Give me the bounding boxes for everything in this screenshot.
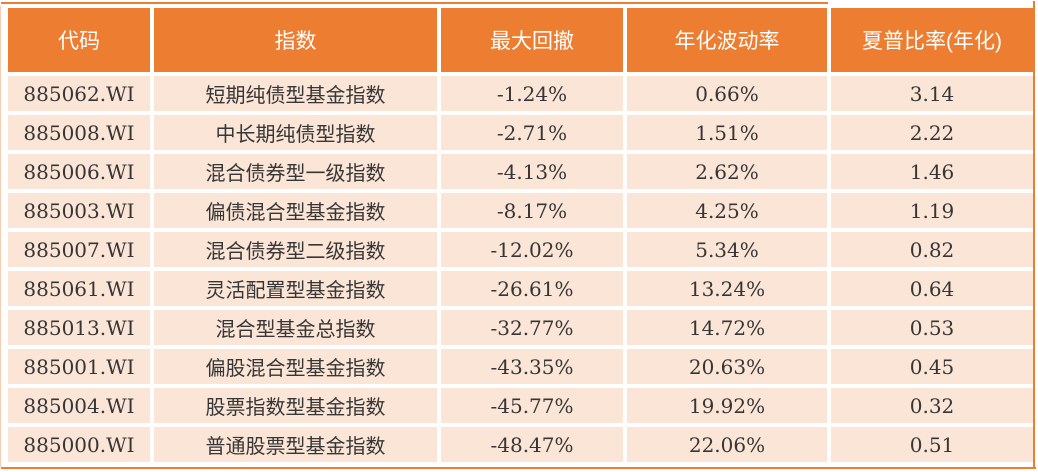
cell-index_name: 短期纯债型基金指数 [154,76,437,111]
cell-sharpe_ratio_annualized: 0.53 [831,310,1033,345]
cell-annualized_volatility: 1.51% [627,115,827,150]
cell-code: 885003.WI [8,193,150,228]
table-row: 885000.WI 普通股票型基金指数 -48.47% 22.06% 0.51 [8,427,1033,462]
table-row: 885001.WI 偏股混合型基金指数 -43.35% 20.63% 0.45 [8,349,1033,384]
table-row: 885004.WI 股票指数型基金指数 -45.77% 19.92% 0.32 [8,388,1033,423]
cell-code: 885004.WI [8,388,150,423]
table-header-row: 代码 指数 最大回撤 年化波动率 夏普比率(年化) [8,8,1033,72]
column-header-annualized-volatility: 年化波动率 [627,8,827,72]
cell-annualized_volatility: 19.92% [627,388,827,423]
cell-max_drawdown: -1.24% [441,76,623,111]
cell-index_name: 混合型基金总指数 [154,310,437,345]
cell-sharpe_ratio_annualized: 0.51 [831,427,1033,462]
cell-max_drawdown: -45.77% [441,388,623,423]
cell-code: 885013.WI [8,310,150,345]
cell-max_drawdown: -8.17% [441,193,623,228]
table-row: 885008.WI 中长期纯债型指数 -2.71% 1.51% 2.22 [8,115,1033,150]
fund-index-risk-table: 代码 指数 最大回撤 年化波动率 夏普比率(年化) 885062.WI 短期纯债型… [4,4,1037,466]
cell-max_drawdown: -43.35% [441,349,623,384]
table-bottom-border [1,467,1036,469]
table-top-border [1,2,828,4]
cell-annualized_volatility: 20.63% [627,349,827,384]
cell-index_name: 偏债混合型基金指数 [154,193,437,228]
cell-index_name: 偏股混合型基金指数 [154,349,437,384]
cell-code: 885006.WI [8,154,150,189]
table-row: 885003.WI 偏债混合型基金指数 -8.17% 4.25% 1.19 [8,193,1033,228]
cell-max_drawdown: -32.77% [441,310,623,345]
table-right-border [1033,1,1035,469]
cell-code: 885062.WI [8,76,150,111]
cell-sharpe_ratio_annualized: 0.82 [831,232,1033,267]
cell-sharpe_ratio_annualized: 3.14 [831,76,1033,111]
cell-index_name: 灵活配置型基金指数 [154,271,437,306]
table-row: 885013.WI 混合型基金总指数 -32.77% 14.72% 0.53 [8,310,1033,345]
cell-index_name: 普通股票型基金指数 [154,427,437,462]
column-header-max-drawdown: 最大回撤 [441,8,623,72]
cell-sharpe_ratio_annualized: 1.46 [831,154,1033,189]
table-row: 885007.WI 混合债券型二级指数 -12.02% 5.34% 0.82 [8,232,1033,267]
cell-max_drawdown: -2.71% [441,115,623,150]
table-row: 885062.WI 短期纯债型基金指数 -1.24% 0.66% 3.14 [8,76,1033,111]
cell-max_drawdown: -12.02% [441,232,623,267]
table-body: 885062.WI 短期纯债型基金指数 -1.24% 0.66% 3.14 885008.… [8,76,1033,462]
cell-sharpe_ratio_annualized: 2.22 [831,115,1033,150]
cell-max_drawdown: -4.13% [441,154,623,189]
cell-index_name: 股票指数型基金指数 [154,388,437,423]
column-header-index-name: 指数 [154,8,437,72]
table-row: 885061.WI 灵活配置型基金指数 -26.61% 13.24% 0.64 [8,271,1033,306]
cell-sharpe_ratio_annualized: 1.19 [831,193,1033,228]
cell-sharpe_ratio_annualized: 0.45 [831,349,1033,384]
cell-index_name: 中长期纯债型指数 [154,115,437,150]
cell-annualized_volatility: 14.72% [627,310,827,345]
cell-code: 885007.WI [8,232,150,267]
table-row: 885006.WI 混合债券型一级指数 -4.13% 2.62% 1.46 [8,154,1033,189]
table-header: 代码 指数 最大回撤 年化波动率 夏普比率(年化) [8,8,1033,72]
cell-max_drawdown: -26.61% [441,271,623,306]
column-header-code: 代码 [8,8,150,72]
cell-annualized_volatility: 4.25% [627,193,827,228]
cell-max_drawdown: -48.47% [441,427,623,462]
cell-code: 885061.WI [8,271,150,306]
cell-annualized_volatility: 22.06% [627,427,827,462]
column-header-sharpe-ratio: 夏普比率(年化) [831,8,1033,72]
cell-annualized_volatility: 2.62% [627,154,827,189]
cell-code: 885001.WI [8,349,150,384]
cell-annualized_volatility: 13.24% [627,271,827,306]
cell-annualized_volatility: 0.66% [627,76,827,111]
cell-sharpe_ratio_annualized: 0.64 [831,271,1033,306]
cell-index_name: 混合债券型一级指数 [154,154,437,189]
cell-index_name: 混合债券型二级指数 [154,232,437,267]
cell-code: 885000.WI [8,427,150,462]
cell-annualized_volatility: 5.34% [627,232,827,267]
table-left-border [0,6,1,467]
cell-code: 885008.WI [8,115,150,150]
cell-sharpe_ratio_annualized: 0.32 [831,388,1033,423]
